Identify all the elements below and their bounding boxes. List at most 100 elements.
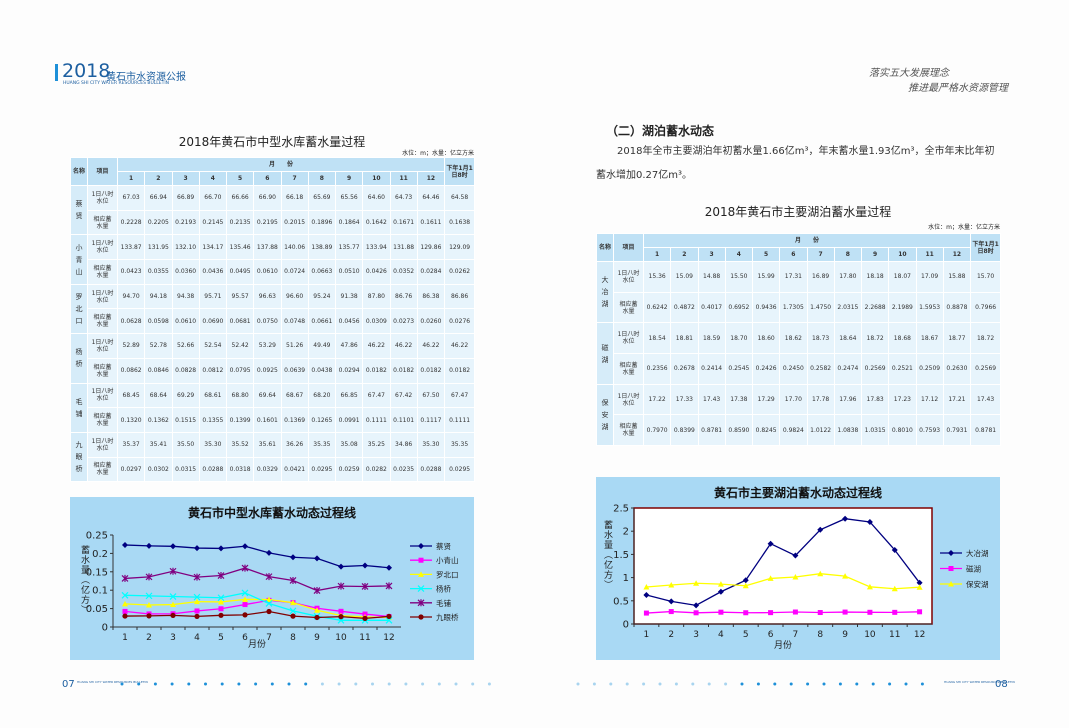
value-cell: 0.0862 xyxy=(116,357,146,384)
marker xyxy=(417,599,425,607)
month-cell: 12 xyxy=(942,247,972,262)
marker xyxy=(170,601,176,608)
marker xyxy=(122,542,128,549)
data-row: 小青山 1日八时水位 133.87 131.95 132.10 134.17 135.46 1… xyxy=(70,234,476,285)
marker xyxy=(643,592,650,599)
footer-dot xyxy=(404,682,408,686)
value-cell: 135.77 xyxy=(334,234,364,261)
marker xyxy=(314,555,320,562)
marker xyxy=(948,550,954,556)
value-cell: 18.62 xyxy=(779,322,808,355)
value-cell: 0.6242 xyxy=(642,291,672,324)
footer-dot xyxy=(789,682,793,686)
marker xyxy=(194,598,200,605)
marker xyxy=(891,585,898,592)
marker xyxy=(338,608,344,614)
month-cell: 8 xyxy=(307,171,337,186)
marker xyxy=(122,613,128,619)
value-cell: 17.29 xyxy=(751,383,781,416)
value-cell: 66.85 xyxy=(334,382,364,409)
marker xyxy=(145,573,153,581)
value-cell: 52.66 xyxy=(171,333,200,359)
value-cell: 0.1101 xyxy=(389,407,418,433)
footer-dot xyxy=(855,682,859,686)
x-tick-label: 6 xyxy=(242,633,248,643)
value-cell: 0.0724 xyxy=(280,259,309,285)
footer-dot xyxy=(287,682,291,686)
value-cell: 129.86 xyxy=(416,234,446,261)
value-cell: 49.49 xyxy=(307,333,337,359)
value-cell: 129.09 xyxy=(444,234,476,261)
y-tick-label: 0.15 xyxy=(86,567,108,578)
table-title: 2018年黄石市中型水库蓄水量过程 xyxy=(178,135,366,149)
value-cell: 0.7970 xyxy=(642,414,672,447)
value-cell: 18.59 xyxy=(697,322,726,355)
value-cell: 35.50 xyxy=(171,431,200,458)
value-cell: 0.0297 xyxy=(116,456,146,483)
marker xyxy=(892,609,898,615)
y-tick-label: 0 xyxy=(102,623,108,634)
value-cell: 14.88 xyxy=(697,261,726,293)
data-row: 相应蓄水量 0.7970 0.8399 0.8781 0.8590 0.8245 0.982… xyxy=(597,414,1002,447)
value-cell: 94.18 xyxy=(144,283,173,310)
value-cell: 65.56 xyxy=(334,185,364,211)
value-cell: 2.0315 xyxy=(833,291,863,324)
marker xyxy=(218,598,224,605)
marker xyxy=(842,515,849,522)
item-cell: 1日八时水位 xyxy=(613,383,644,416)
header-subtitle: HUANG SHI CITY WATER RESOURCES BULLETIN xyxy=(63,81,170,86)
value-cell: 0.1265 xyxy=(307,407,337,433)
value-cell: 86.86 xyxy=(444,283,476,310)
value-cell: 0.0235 xyxy=(389,456,418,483)
marker xyxy=(170,612,176,619)
x-tick-label: 2 xyxy=(668,630,674,640)
value-cell: 0.6952 xyxy=(724,291,754,324)
value-cell: 18.72 xyxy=(970,322,1002,355)
header-title: 黄石市水资源公报 xyxy=(106,72,186,83)
header-year: 2018 xyxy=(62,60,111,82)
section-heading: （二）湖泊蓄水动态 xyxy=(606,124,715,138)
value-cell: 47.86 xyxy=(334,333,364,359)
marker xyxy=(417,585,425,593)
value-cell: 64.46 xyxy=(416,185,446,211)
value-cell: 0.0182 xyxy=(389,357,418,384)
marker xyxy=(218,545,224,552)
value-cell: 67.03 xyxy=(116,185,146,211)
item-cell: 1日八时水位 xyxy=(87,185,118,211)
data-row: 保安湖 1日八时水位 17.22 17.33 17.43 17.38 17.29 17.70 1… xyxy=(596,383,1002,447)
marker xyxy=(266,608,272,615)
marker xyxy=(362,562,368,569)
value-cell: 0.8590 xyxy=(724,414,754,447)
footer-dot xyxy=(421,682,425,686)
footer-dot xyxy=(337,682,341,686)
section-text: 2018年全市主要湖泊年初蓄水量1.66亿m³，年末蓄水量1.93亿m³，全市年… xyxy=(596,146,995,181)
value-cell: 0.1671 xyxy=(389,209,418,236)
x-tick-label: 4 xyxy=(718,630,724,640)
marker xyxy=(313,587,321,595)
footer-dot xyxy=(187,682,191,686)
footer-dot xyxy=(806,682,810,686)
footer-dot xyxy=(487,682,491,686)
name-cell: 磁湖 xyxy=(596,322,614,385)
value-cell: 0.2569 xyxy=(860,353,890,385)
value-cell: 15.36 xyxy=(642,261,672,293)
x-axis-label: 月份 xyxy=(248,638,266,650)
value-cell: 0.0610 xyxy=(171,308,200,335)
marker xyxy=(217,572,225,580)
value-cell: 0.1369 xyxy=(280,407,309,433)
footer-dot xyxy=(740,682,744,686)
footer-dot xyxy=(220,682,224,686)
value-cell: 68.45 xyxy=(116,382,146,409)
footer-dot xyxy=(237,682,241,686)
value-cell: 0.0663 xyxy=(307,259,337,285)
value-cell: 0.1601 xyxy=(253,407,282,433)
marker xyxy=(842,573,849,579)
value-cell: 66.90 xyxy=(253,185,282,211)
value-cell: 66.18 xyxy=(280,185,309,211)
month-cell: 10 xyxy=(362,171,391,186)
marker xyxy=(194,613,200,620)
marker xyxy=(289,607,297,615)
footer-dot xyxy=(888,682,892,686)
marker xyxy=(717,581,724,587)
value-cell: 94.70 xyxy=(116,283,146,310)
